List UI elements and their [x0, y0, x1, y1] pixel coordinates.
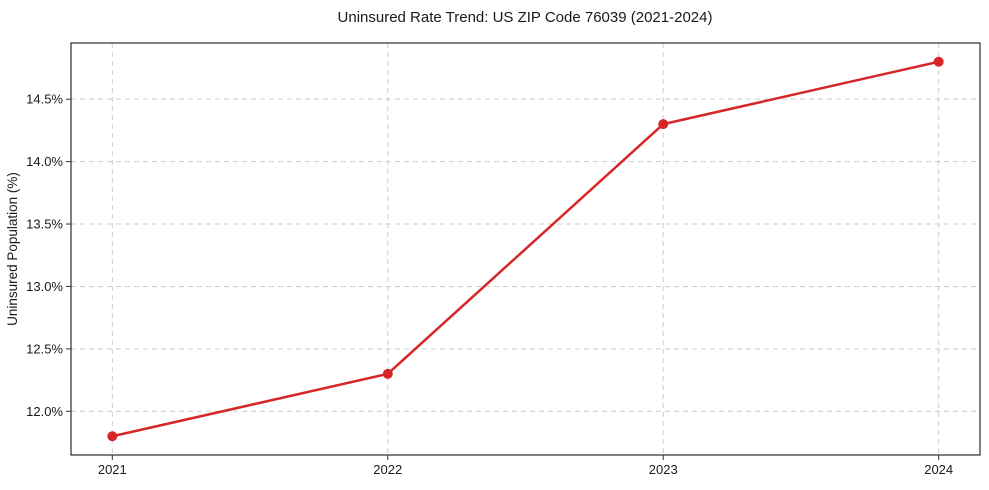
- gridlines: [71, 43, 980, 455]
- y-axis-label: Uninsured Population (%): [5, 172, 20, 326]
- x-tick-labels: 2021 2022 2023 2024: [98, 462, 953, 477]
- trend-line: [112, 60, 939, 438]
- tick-marks: [66, 98, 940, 460]
- y-tick-label: 12.5%: [26, 341, 63, 356]
- data-point: [933, 56, 944, 67]
- data-point: [107, 431, 118, 442]
- x-tick-label: 2022: [373, 462, 402, 477]
- data-points: [107, 56, 944, 442]
- plot-border: [70, 42, 981, 456]
- data-point: [658, 119, 669, 130]
- x-tick-label: 2021: [98, 462, 127, 477]
- data-point: [382, 368, 393, 379]
- y-tick-label: 13.5%: [26, 217, 63, 232]
- y-tick-labels: 12.0% 12.5% 13.0% 13.5% 14.0% 14.5%: [26, 92, 63, 419]
- y-tick-label: 13.0%: [26, 279, 63, 294]
- y-tick-label: 14.0%: [26, 154, 63, 169]
- y-tick-label: 12.0%: [26, 404, 63, 419]
- x-tick-label: 2024: [924, 462, 953, 477]
- chart-title: Uninsured Rate Trend: US ZIP Code 76039 …: [338, 9, 713, 26]
- y-tick-label: 14.5%: [26, 92, 63, 107]
- x-tick-label: 2023: [649, 462, 678, 477]
